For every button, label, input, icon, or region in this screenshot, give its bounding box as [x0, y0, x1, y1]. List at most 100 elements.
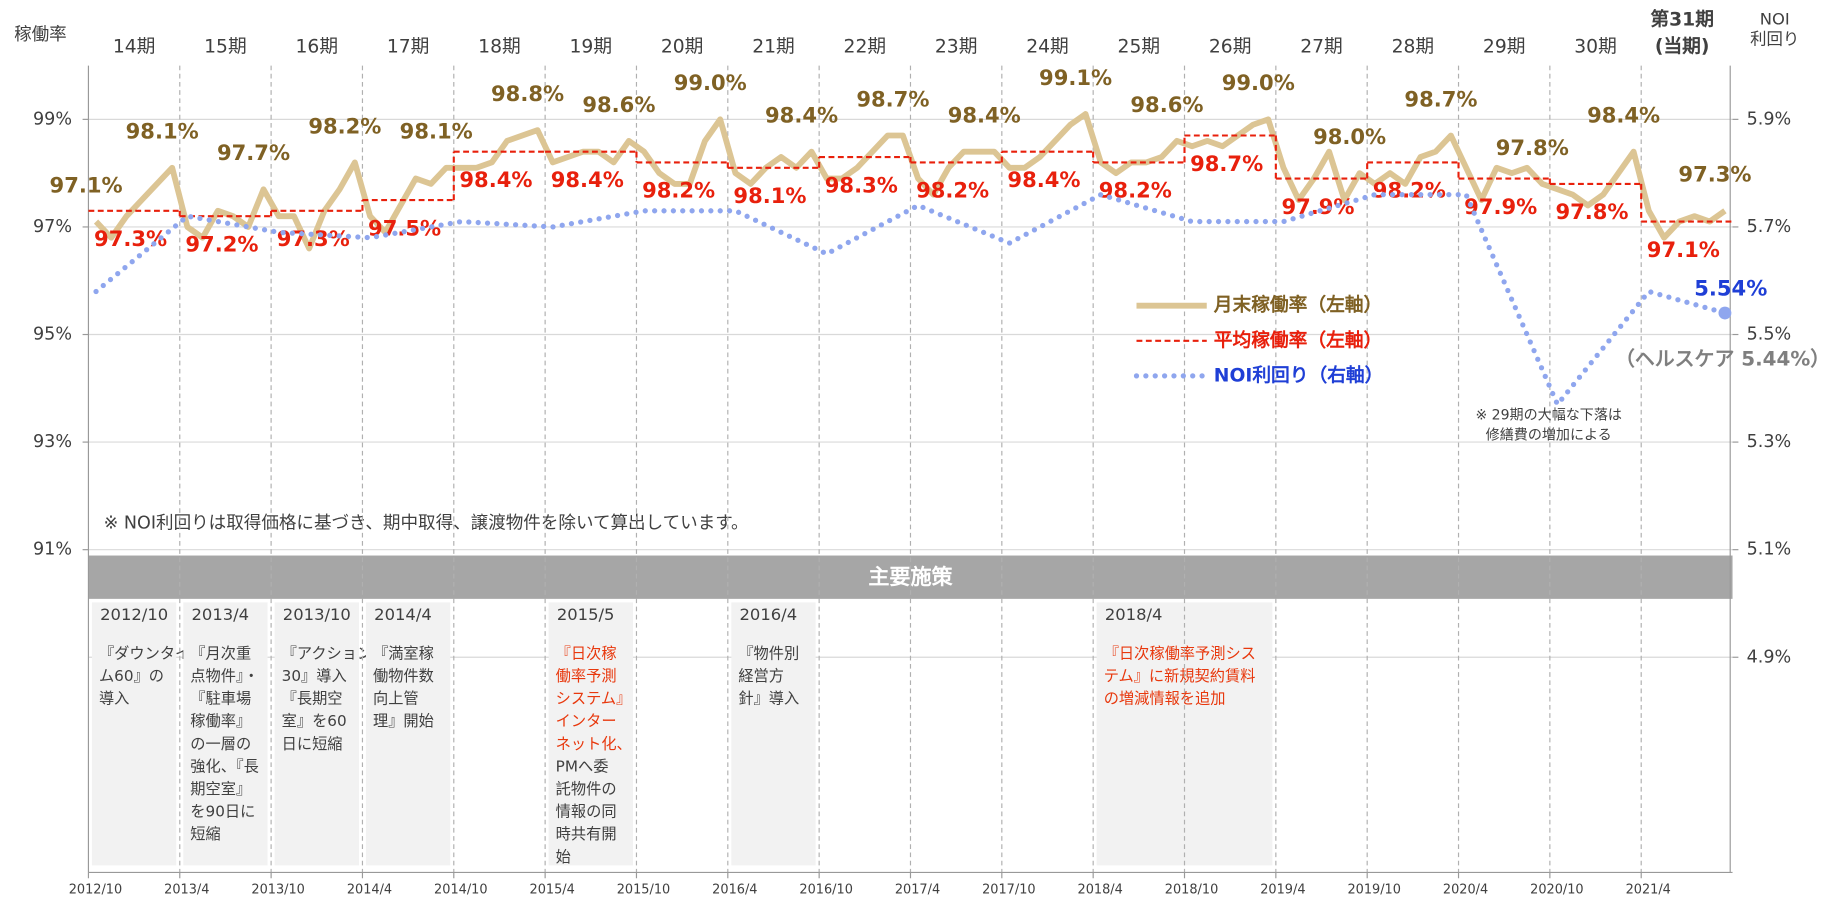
average-label: 98.2% [642, 178, 715, 203]
y2-tick-label: 5.5% [1747, 325, 1792, 345]
period-label: 18期 [478, 36, 521, 57]
month-end-label: 98.8% [491, 81, 564, 106]
x-tick-label: 2014/4 [347, 882, 392, 897]
x-tick-label: 2016/10 [799, 882, 853, 897]
measure-box [731, 602, 816, 866]
month-end-label: 98.7% [856, 86, 929, 111]
measure-line: テム』に新規契約賃料 [1104, 667, 1256, 685]
month-end-label: 98.4% [1587, 103, 1660, 128]
measure-line: 働率予測 [556, 667, 617, 685]
x-tick-label: 2019/4 [1260, 882, 1305, 897]
month-end-label: 99.0% [1222, 70, 1295, 95]
current-period: (当期) [1655, 35, 1710, 57]
period-label: 26期 [1209, 36, 1252, 57]
x-tick-label: 2021/4 [1626, 882, 1671, 897]
x-tick-label: 2013/4 [164, 882, 209, 897]
average-label: 98.3% [825, 172, 898, 197]
average-label: 97.8% [1555, 199, 1628, 224]
average-label: 97.9% [1281, 194, 1354, 219]
y-tick-label: 91% [33, 540, 72, 560]
healthcare-note: （ヘルスケア 5.44%） [1615, 347, 1828, 370]
period-label: 25期 [1118, 36, 1161, 57]
period-label: 28期 [1392, 36, 1435, 57]
period-label: 30期 [1574, 36, 1617, 57]
measure-line: ネット化、 [556, 735, 632, 753]
measure-line: 始 [556, 848, 571, 866]
measure-line: 『日次稼 [556, 644, 617, 662]
measure-date: 2016/4 [740, 605, 798, 624]
measure-line: 託物件の [556, 780, 617, 798]
measure-line: を90日に [190, 803, 255, 821]
legend-label: NOI利回り（右軸） [1214, 364, 1384, 386]
x-tick-label: 2019/10 [1347, 882, 1401, 897]
month-end-label: 98.7% [1404, 86, 1477, 111]
measure-box [365, 602, 451, 866]
measure-date: 2018/4 [1105, 605, 1163, 624]
average-label: 98.4% [551, 167, 624, 192]
y2-tick-label: 4.9% [1747, 647, 1792, 667]
noi-label: 5.54% [1694, 276, 1767, 301]
measure-line: 時共有開 [556, 825, 617, 843]
x-tick-label: 2013/10 [251, 882, 305, 897]
y-tick-label: 95% [33, 325, 72, 345]
y2-tick-label: 5.3% [1747, 432, 1792, 452]
measure-line: 情報の同 [556, 803, 617, 821]
y-axis-title: 稼働率 [14, 25, 67, 45]
average-label: 97.5% [368, 215, 441, 240]
measure-line: 針』導入 [738, 690, 799, 708]
measure-line: の一層の [190, 735, 251, 753]
y-tick-label: 93% [33, 432, 72, 452]
period-label: 21期 [752, 36, 795, 57]
legend-label: 平均稼働率（左軸） [1214, 329, 1382, 351]
measure-line: 『物件別 [738, 644, 799, 662]
measure-line: 理』開始 [373, 712, 434, 730]
period-label: 23期 [935, 36, 978, 57]
average-label: 98.4% [459, 167, 532, 192]
period-label: 22期 [844, 36, 887, 57]
average-label: 98.1% [733, 183, 806, 208]
month-end-label: 97.1% [50, 172, 123, 197]
period-label: 16期 [296, 36, 339, 57]
period-label: 29期 [1483, 36, 1526, 57]
measure: 2013/4 『月次重点物件』・『駐車場稼働率』の一層の強化、『長期空室』を90日… [183, 602, 268, 866]
month-end-label: 98.1% [126, 119, 199, 144]
drop-note: 修繕費の増加による [1486, 428, 1612, 444]
month-end-label: 98.6% [582, 92, 655, 117]
x-tick-label: 2020/10 [1530, 882, 1584, 897]
period-label: 27期 [1300, 36, 1343, 57]
average-label: 98.4% [1007, 167, 1080, 192]
measure-line: 稼働率』 [190, 712, 251, 730]
measure-line: システム』 [556, 690, 632, 708]
y2-axis-title: NOI [1760, 9, 1790, 28]
measure-line: インター [556, 712, 617, 730]
month-end-label: 97.7% [217, 140, 290, 165]
month-end-label: 98.6% [1130, 92, 1203, 117]
month-end-label: 98.0% [1313, 124, 1386, 149]
x-tick-label: 2020/4 [1443, 882, 1488, 897]
month-end-label: 98.4% [765, 103, 838, 128]
measure-line: 30』導入 [282, 667, 347, 685]
month-end-label: 98.2% [308, 113, 381, 138]
measure-date: 2015/5 [557, 605, 615, 624]
measure-date: 2012/10 [100, 605, 168, 624]
period-label: 20期 [661, 36, 704, 57]
x-tick-label: 2018/4 [1078, 882, 1123, 897]
measure-line: 『アクション [282, 644, 373, 662]
note: ※ NOI利回りは取得価格に基づき、期中取得、譲渡物件を除いて算出しています。 [104, 513, 749, 533]
measure-line: 点物件』・ [190, 667, 258, 685]
month-end-label: 99.1% [1039, 65, 1112, 90]
measure-line: 『ダウンタイ [99, 644, 190, 662]
measure-date: 2014/4 [374, 605, 432, 624]
measure-line: 『駐車場 [190, 690, 251, 708]
month-end-label: 98.1% [400, 119, 473, 144]
measure-line: 室』を60 [282, 712, 347, 730]
y-tick-label: 99% [33, 109, 72, 129]
measure-line: 強化、『長 [190, 757, 258, 775]
period-label: 15期 [204, 36, 247, 57]
average-label: 97.2% [185, 231, 258, 256]
period-label: 24期 [1026, 36, 1069, 57]
